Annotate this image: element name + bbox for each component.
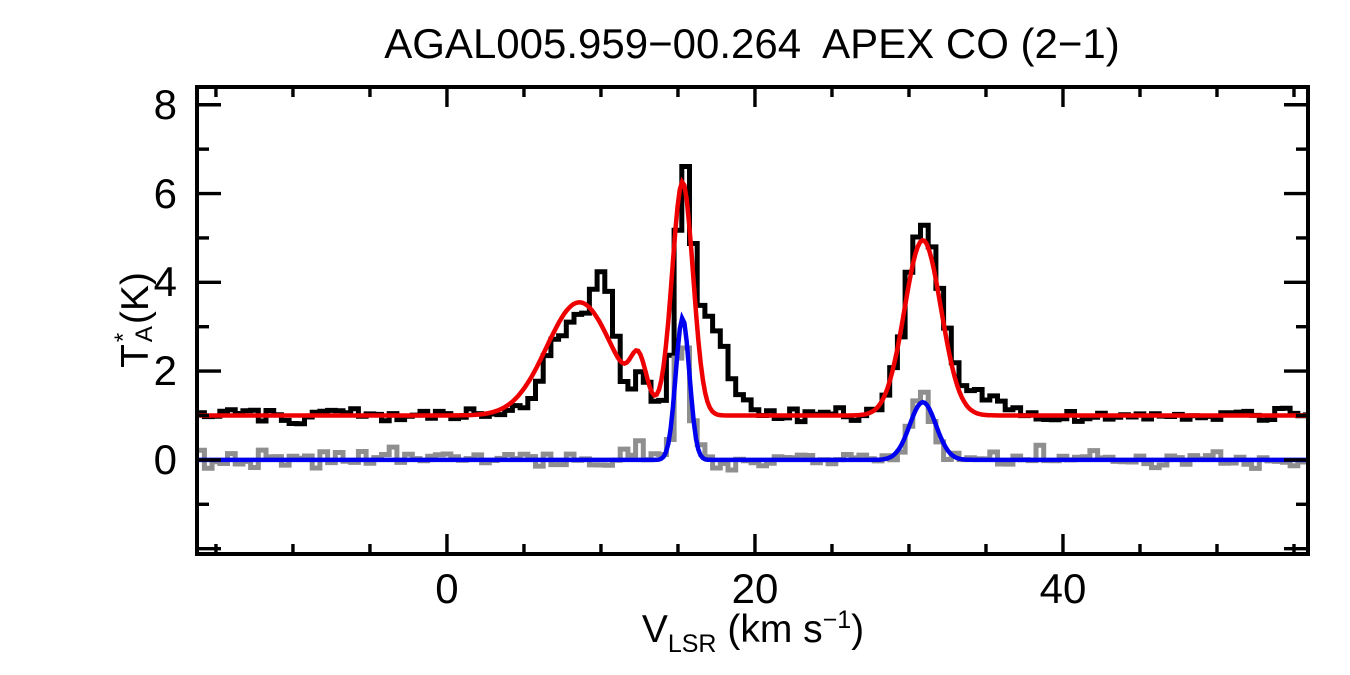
y-axis-title: T * A (K) — [110, 272, 158, 368]
x-axis-quantity: V — [641, 608, 668, 651]
y-tick-label: 2 — [153, 347, 177, 395]
series-co21-gaussian-fit — [199, 176, 1306, 418]
y-axis-supsub: * A — [110, 326, 158, 343]
series-co21-observed-spectrum — [199, 164, 1306, 427]
x-axis-unit-close: ) — [851, 608, 865, 651]
x-tick-label: 20 — [731, 565, 779, 612]
y-tick-label: 8 — [153, 80, 177, 128]
y-axis-unit: (K) — [114, 272, 157, 325]
y-axis-subscript: A — [131, 326, 158, 343]
plot-frame — [195, 85, 1310, 556]
y-axis-quantity: T — [114, 344, 157, 368]
x-axis-title: VLSR (km s−1) — [642, 606, 864, 659]
series-reference-gaussian-fit — [199, 311, 1306, 463]
plot-title: AGAL005.959−00.264 APEX CO (2−1) — [384, 20, 1120, 67]
y-tick-label: 4 — [153, 258, 177, 306]
y-tick-label: 6 — [153, 169, 177, 217]
x-axis-unit-open: (km s — [716, 608, 823, 651]
x-axis-unit-exponent: −1 — [822, 606, 852, 634]
y-tick-label: 0 — [153, 435, 177, 483]
x-tick-label: 0 — [435, 565, 459, 612]
x-axis-subscript: LSR — [667, 630, 717, 658]
x-tick-label: 40 — [1039, 565, 1087, 612]
